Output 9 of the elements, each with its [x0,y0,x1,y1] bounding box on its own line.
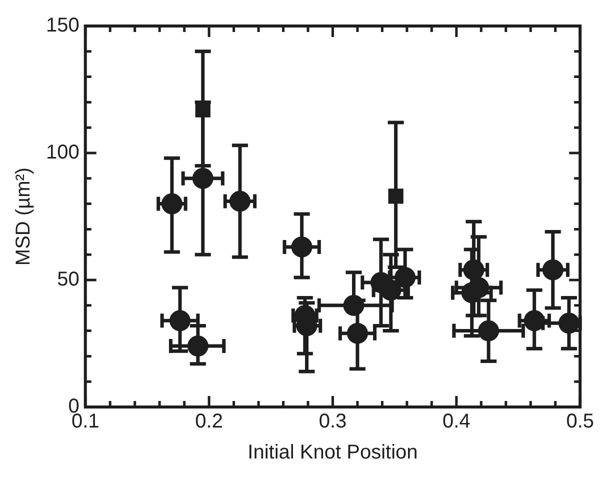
x-tick-label: 0.2 [195,410,223,433]
x-tick-label: 0.4 [442,410,470,433]
y-tick-label: 50 [57,268,80,291]
y-tick-label: 150 [46,14,80,37]
y-axis-title: MSD (µm²) [12,167,35,266]
x-tick-label: 0.3 [318,410,347,433]
x-axis-title: Initial Knot Position [248,442,418,464]
y-tick-label: 100 [46,142,80,164]
x-tick-label: 0.5 [566,410,594,433]
